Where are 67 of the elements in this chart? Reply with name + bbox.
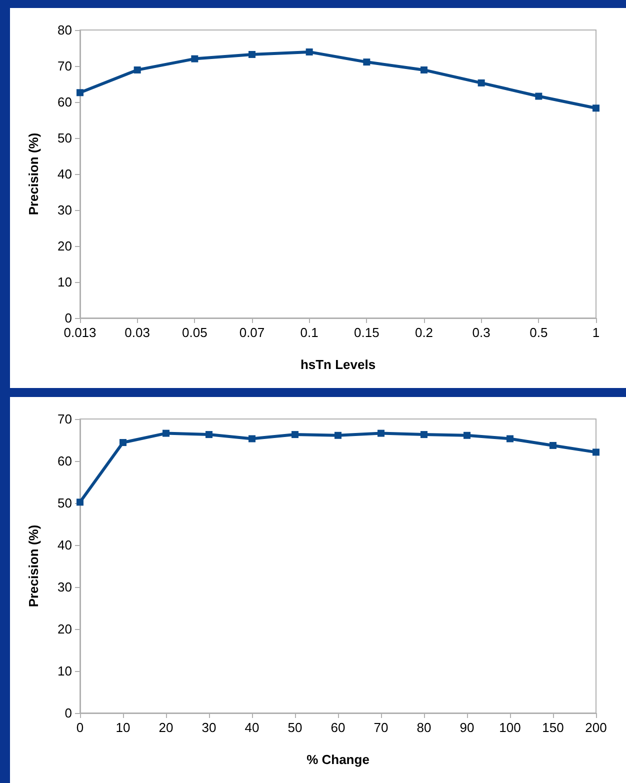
x-tick-label: 0 bbox=[76, 720, 84, 735]
y-tick-label: 30 bbox=[58, 580, 72, 594]
point bbox=[334, 432, 342, 439]
point bbox=[76, 498, 84, 506]
y-tick-label: 60 bbox=[58, 454, 72, 468]
x-tick-label: 90 bbox=[460, 720, 474, 735]
y-tick-label: 70 bbox=[58, 412, 72, 426]
point bbox=[535, 92, 542, 100]
x-tick-label: 200 bbox=[585, 720, 607, 735]
x-axis-title: hsTn Levels bbox=[300, 357, 376, 372]
y-tick-label: 80 bbox=[58, 22, 72, 38]
x-tick-label: 70 bbox=[374, 720, 388, 735]
x-tick-label: 0.013 bbox=[64, 325, 96, 340]
point bbox=[306, 48, 313, 56]
x-axis-title: % Change bbox=[306, 752, 370, 767]
x-tick-label: 0.1 bbox=[300, 325, 318, 340]
y-tick-label: 0 bbox=[64, 706, 72, 720]
x-tick-label: 60 bbox=[330, 720, 346, 735]
point bbox=[363, 58, 370, 66]
point bbox=[248, 435, 256, 442]
x-tick-label: 1 bbox=[592, 325, 600, 340]
point bbox=[120, 439, 126, 446]
x-tick-label: 0.5 bbox=[530, 325, 548, 340]
x-tick-label: 0.05 bbox=[182, 325, 208, 340]
point bbox=[464, 432, 470, 439]
point bbox=[134, 66, 141, 74]
point bbox=[162, 430, 170, 437]
x-tick-label: 150 bbox=[542, 720, 564, 735]
x-tick-label: 0.07 bbox=[239, 325, 265, 340]
x-tick-label: 80 bbox=[416, 720, 432, 735]
x-tick-label: 40 bbox=[244, 720, 260, 735]
point bbox=[206, 431, 212, 438]
y-tick-label: 60 bbox=[58, 94, 72, 110]
y-tick-label: 20 bbox=[58, 238, 72, 254]
x-tick-label: 0.03 bbox=[124, 325, 150, 340]
y-tick-label: 0 bbox=[64, 310, 72, 326]
point bbox=[592, 104, 600, 112]
y-tick-label: 40 bbox=[58, 538, 72, 552]
y-axis-title: Precision (%) bbox=[26, 524, 41, 608]
point bbox=[506, 435, 514, 442]
point bbox=[191, 55, 198, 62]
point bbox=[420, 66, 428, 74]
x-tick-label: 20 bbox=[158, 720, 174, 735]
x-tick-label: 50 bbox=[288, 720, 302, 735]
point bbox=[592, 448, 600, 456]
x-tick-label: 100 bbox=[499, 720, 521, 735]
y-tick-label: 50 bbox=[58, 496, 72, 510]
x-tick-label: 10 bbox=[116, 720, 130, 735]
y-tick-label: 40 bbox=[58, 166, 72, 182]
x-tick-label: 30 bbox=[202, 720, 216, 735]
point bbox=[292, 431, 298, 438]
point bbox=[478, 79, 485, 86]
y-tick-label: 70 bbox=[58, 58, 72, 74]
x-tick-label: 0.2 bbox=[414, 325, 434, 340]
point bbox=[378, 430, 384, 437]
point bbox=[420, 431, 428, 438]
y-tick-label: 30 bbox=[58, 202, 72, 218]
y-tick-label: 10 bbox=[58, 664, 72, 678]
point bbox=[76, 89, 84, 96]
point bbox=[550, 442, 556, 449]
point bbox=[248, 50, 256, 58]
y-tick-label: 10 bbox=[58, 274, 72, 290]
y-axis-title: Precision (%) bbox=[26, 132, 41, 216]
x-tick-label: 0.15 bbox=[354, 325, 380, 340]
y-tick-label: 20 bbox=[58, 622, 72, 636]
x-tick-label: 0.3 bbox=[472, 325, 490, 340]
y-tick-label: 50 bbox=[58, 130, 72, 146]
